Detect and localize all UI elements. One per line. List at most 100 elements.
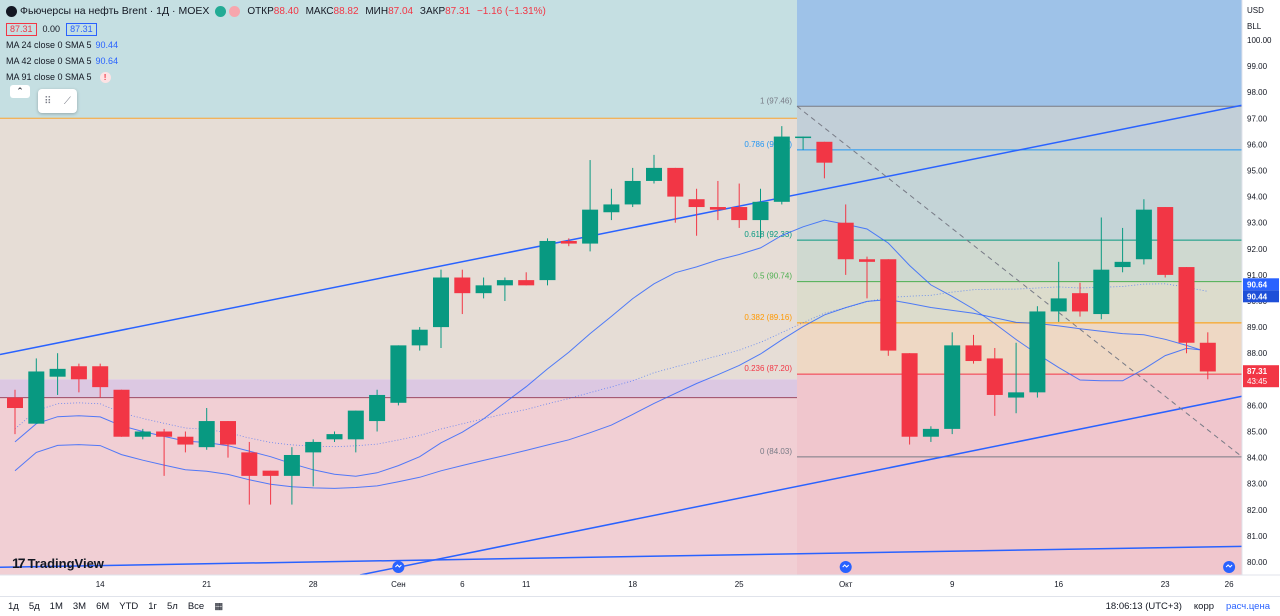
- candle-body: [1093, 269, 1110, 315]
- ohlc-open-label: ОТКР: [247, 5, 274, 17]
- drawing-tool-pill[interactable]: ⠿ ⟋: [38, 89, 77, 113]
- fib-band: [797, 322, 1242, 375]
- tf-1m[interactable]: 1М: [49, 601, 63, 612]
- candle: [134, 428, 151, 440]
- candle-body: [70, 366, 87, 380]
- candle-body: [305, 441, 322, 453]
- candle: [539, 238, 556, 286]
- candle-body: [262, 470, 279, 476]
- candle: [646, 154, 662, 184]
- time-tick-label: 6: [460, 580, 465, 589]
- symbol-title[interactable]: Фьючерсы на нефть Brent · 1Д · MOEX: [20, 5, 210, 17]
- tf-1y[interactable]: 1г: [148, 601, 158, 612]
- event-marker-icon: [392, 561, 405, 573]
- fib-bottom-bg: [797, 456, 1242, 575]
- adjust-toggle[interactable]: корр: [1193, 601, 1215, 612]
- clock-time[interactable]: 18:06:13 (UTC+3): [1105, 601, 1182, 612]
- ohlc-open-value: 88.40: [273, 5, 299, 17]
- timeframe-buttons: 1д 5д 1М 3М 6М YTD 1г 5л Все ▦: [8, 601, 233, 612]
- upper-trendline: [0, 104, 1243, 356]
- time-tick-label: 16: [1054, 580, 1063, 589]
- candle-body: [1008, 392, 1025, 398]
- candle: [688, 188, 705, 236]
- tradingview-logo[interactable]: 17 TradingView: [12, 555, 104, 571]
- tf-ytd[interactable]: YTD: [119, 601, 139, 612]
- candle: [752, 188, 769, 239]
- price-tick-label: 96.00: [1247, 140, 1268, 149]
- candle-body: [241, 452, 258, 476]
- unit-label[interactable]: BLL: [1247, 22, 1262, 31]
- candle-body: [220, 421, 236, 445]
- tf-6m[interactable]: 6М: [96, 601, 110, 612]
- fib-band: [797, 374, 1242, 457]
- candle-body: [539, 240, 556, 281]
- candle: [837, 204, 854, 275]
- candle-body: [347, 410, 364, 440]
- candle: [880, 259, 897, 356]
- candle-body: [837, 222, 854, 260]
- indicator-ma91[interactable]: MA 91 close 0 SMA 5 !: [6, 69, 546, 85]
- tf-all[interactable]: Все: [187, 601, 205, 612]
- price-tick-label: 92.00: [1247, 245, 1268, 254]
- sell-price-button[interactable]: 87.31: [6, 22, 37, 36]
- tf-5y[interactable]: 5л: [167, 601, 178, 612]
- tradingview-logo-icon: 17: [12, 555, 26, 571]
- candle-body: [1114, 261, 1131, 268]
- currency-label[interactable]: USD: [1247, 6, 1264, 15]
- candle-body: [433, 277, 449, 328]
- indicator-ma42[interactable]: MA 42 close 0 SMA 5 90.64: [6, 53, 546, 69]
- market-status-icon[interactable]: [215, 5, 227, 17]
- price-tick-label: 82.00: [1247, 506, 1268, 515]
- candle-body: [624, 180, 641, 205]
- candle: [411, 327, 428, 351]
- price-tick-label: 80.00: [1247, 558, 1268, 567]
- last-price-tag-bg: [1243, 365, 1279, 388]
- candle-body: [518, 280, 535, 286]
- candle-body: [156, 431, 173, 437]
- candle: [177, 431, 194, 453]
- candle-body: [134, 431, 151, 437]
- time-tick-label: 26: [1225, 580, 1234, 589]
- delay-icon[interactable]: [229, 5, 241, 17]
- symbol-logo-icon: [6, 5, 17, 17]
- candle: [49, 353, 66, 395]
- price-tick-label: 84.00: [1247, 454, 1268, 463]
- candle: [709, 180, 726, 221]
- collapse-legend-button[interactable]: ⌃: [10, 85, 30, 98]
- candle: [1008, 342, 1025, 414]
- candle: [262, 470, 279, 505]
- indicator-ma24[interactable]: MA 24 close 0 SMA 5 90.44: [6, 37, 546, 53]
- tf-5d[interactable]: 5д: [28, 601, 40, 612]
- tf-1d[interactable]: 1д: [8, 601, 19, 612]
- ma42-price-tag-bg: [1243, 278, 1279, 291]
- price-chart[interactable]: 1 (97.46) 0.786 (95.79) 0.618 (92.33) 0.5 (…: [0, 0, 1280, 596]
- lower-zone-bg: [0, 397, 797, 575]
- candle: [283, 447, 300, 505]
- candle-body: [1029, 311, 1046, 393]
- candle-body: [28, 371, 45, 424]
- candle-body: [475, 285, 492, 294]
- candle: [1157, 207, 1174, 278]
- event-marker-glyph: [842, 564, 850, 568]
- candle-body: [1135, 209, 1152, 260]
- ohlc-high-label: МАКС: [305, 5, 334, 17]
- calendar-icon[interactable]: ▦: [214, 601, 224, 612]
- upper-zone-bg: [0, 0, 797, 119]
- candle-body: [1072, 293, 1088, 312]
- candle-body: [816, 141, 833, 163]
- ruler-tool-icon[interactable]: ⟋: [63, 95, 71, 107]
- candle: [1178, 267, 1195, 354]
- warning-icon[interactable]: !: [99, 71, 111, 83]
- buy-price-button[interactable]: 87.31: [66, 22, 97, 36]
- candle: [773, 126, 790, 205]
- spread-value: 0.00: [42, 24, 61, 34]
- ma-line-slow: [14, 299, 1208, 489]
- indicator-ma42-value: 90.64: [95, 56, 119, 66]
- drag-handle-icon[interactable]: ⠿: [44, 95, 52, 107]
- candle-body: [1050, 298, 1067, 312]
- candle-body: [113, 389, 130, 437]
- middle-zone-bg: [0, 118, 797, 380]
- candle-body: [646, 167, 662, 181]
- tf-3m[interactable]: 3М: [72, 601, 87, 612]
- settlement-price-toggle[interactable]: расч.цена: [1226, 601, 1270, 612]
